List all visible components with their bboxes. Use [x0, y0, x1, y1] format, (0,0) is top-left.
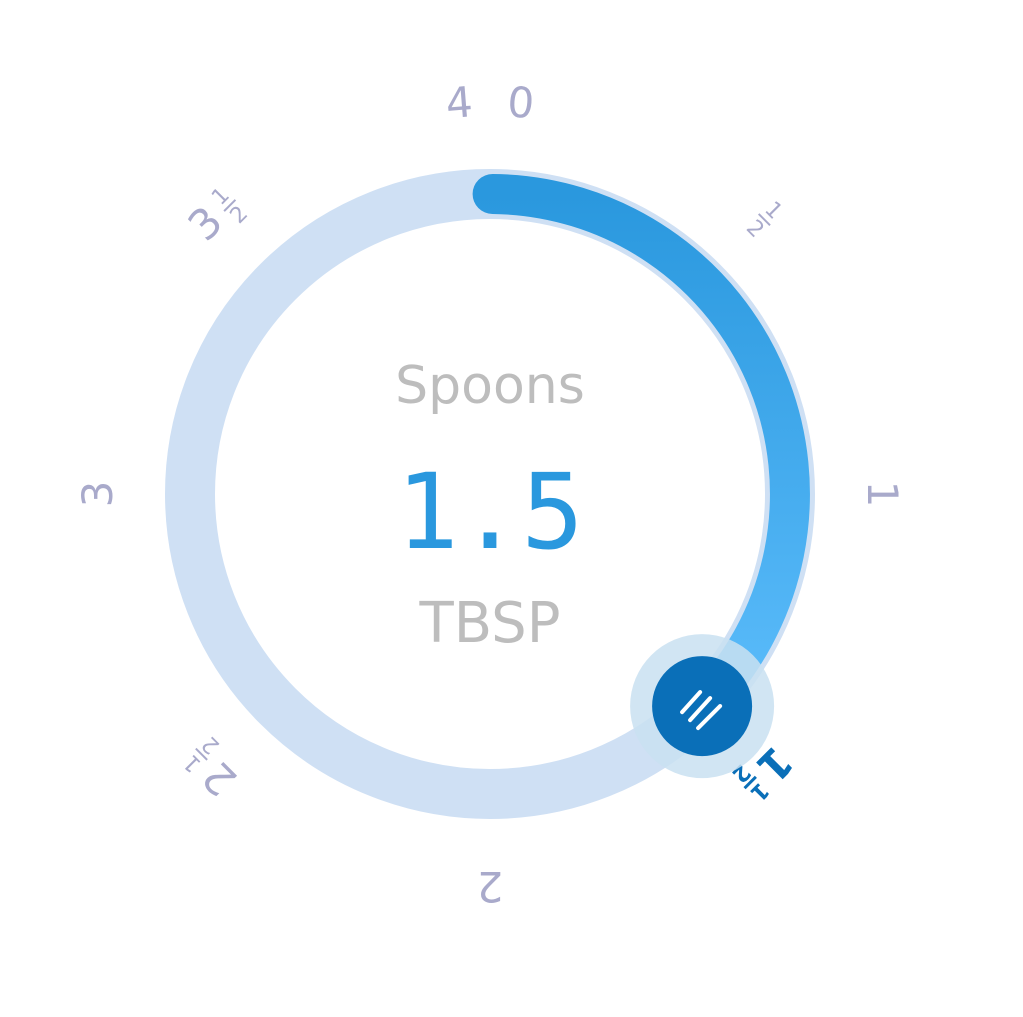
dial-progress-arc [472, 174, 810, 727]
tick-label-fraction-bar [758, 213, 771, 226]
grip-lines-icon [680, 690, 723, 731]
tick-label-fraction-bar [195, 747, 208, 761]
dial-unit-label: TBSP [419, 591, 561, 656]
tick-label-whole: 4 [444, 77, 474, 128]
tick-label: 4 [444, 77, 474, 128]
tick-label-whole: 0 [506, 77, 536, 128]
tick-label-whole: 3 [73, 481, 122, 508]
tick-label: 312 [179, 183, 254, 250]
tick-label: 12 [741, 197, 787, 243]
tick-label-whole: 1 [858, 481, 907, 508]
tick-label: 1 [858, 481, 907, 508]
tick-label: 212 [179, 731, 246, 806]
tick-label-fraction-bar [223, 199, 237, 212]
tick-label: 3 [73, 481, 122, 508]
dial-handle[interactable] [630, 634, 775, 779]
dial-title: Spoons [395, 356, 585, 416]
tick-label-fraction-bar [743, 775, 757, 790]
tick-label-whole: 2 [477, 862, 504, 911]
dial-value-readout: 1.5 [396, 451, 584, 573]
tick-label: 0 [506, 77, 536, 128]
tick-label: 2 [477, 862, 504, 911]
